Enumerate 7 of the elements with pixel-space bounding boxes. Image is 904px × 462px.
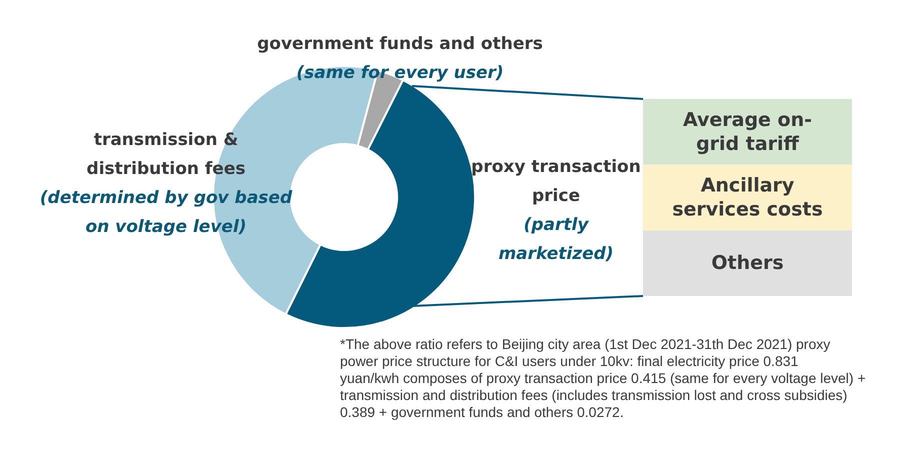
slice-label: proxy transaction price [471,157,641,206]
category-label: Average on-grid tariff [682,108,812,155]
text: (partly marketized) [498,215,614,264]
category-label: Ancillary services costs [672,174,823,220]
text: *The above ratio refers to Beijing city area (1st Dec 2021-31th Dec 2021) proxy power price structure for C&I users under 10kv: final electricity price 0.831 yuan/kwh composes of proxy transaction price 0.415 (same for every voltage level) + transmission and distribution fees (includes transmission lost and cross subsidies) 0.389 + government funds and others 0.0272. [340,336,866,420]
category-label: Others [711,252,784,274]
slice-label: government funds and others [257,34,543,54]
